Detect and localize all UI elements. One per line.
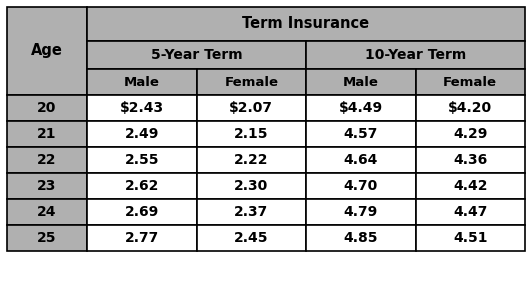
Text: 4.85: 4.85 [344, 231, 378, 245]
Bar [306, 225, 415, 251]
Text: 2.49: 2.49 [124, 127, 159, 141]
Text: 4.70: 4.70 [344, 179, 378, 193]
Text: Male: Male [343, 75, 379, 88]
Bar [306, 69, 415, 95]
Bar [7, 147, 87, 173]
Bar [196, 121, 306, 147]
Text: $2.07: $2.07 [229, 101, 273, 115]
Bar [7, 121, 87, 147]
Bar [87, 147, 196, 173]
Text: 5-Year Term: 5-Year Term [151, 48, 242, 62]
Text: 4.79: 4.79 [344, 205, 378, 219]
Text: Female: Female [443, 75, 497, 88]
Bar [7, 173, 87, 199]
Bar [306, 41, 525, 69]
Bar [87, 199, 196, 225]
Bar [196, 199, 306, 225]
Bar [306, 147, 415, 173]
Text: 2.37: 2.37 [234, 205, 268, 219]
Text: 23: 23 [37, 179, 57, 193]
Bar [196, 147, 306, 173]
Text: 2.69: 2.69 [124, 205, 159, 219]
Bar [87, 7, 525, 41]
Text: 4.57: 4.57 [344, 127, 378, 141]
Text: 21: 21 [37, 127, 57, 141]
Bar [306, 95, 415, 121]
Bar [415, 199, 525, 225]
Bar [415, 121, 525, 147]
Text: $4.20: $4.20 [448, 101, 492, 115]
Text: Female: Female [225, 75, 278, 88]
Bar [415, 225, 525, 251]
Text: 2.30: 2.30 [234, 179, 268, 193]
Text: 4.64: 4.64 [344, 153, 378, 167]
Bar [196, 225, 306, 251]
Text: Male: Male [124, 75, 160, 88]
Text: 2.22: 2.22 [234, 153, 269, 167]
Bar [415, 147, 525, 173]
Text: 20: 20 [37, 101, 57, 115]
Bar [306, 173, 415, 199]
Text: 2.15: 2.15 [234, 127, 269, 141]
Bar [415, 95, 525, 121]
Bar [87, 225, 196, 251]
Text: 4.51: 4.51 [453, 231, 487, 245]
Bar [87, 69, 196, 95]
Text: $2.43: $2.43 [120, 101, 164, 115]
Bar [87, 121, 196, 147]
Bar [87, 95, 196, 121]
Bar [7, 95, 87, 121]
Text: 2.55: 2.55 [124, 153, 159, 167]
Text: 2.77: 2.77 [124, 231, 159, 245]
Bar [87, 41, 306, 69]
Bar [196, 173, 306, 199]
Text: 10-Year Term: 10-Year Term [365, 48, 466, 62]
Text: Age: Age [31, 44, 63, 58]
Text: Term Insurance: Term Insurance [243, 16, 370, 32]
Text: 24: 24 [37, 205, 57, 219]
Bar [196, 95, 306, 121]
Bar [306, 199, 415, 225]
Bar [415, 69, 525, 95]
Bar [7, 7, 87, 95]
Text: 2.62: 2.62 [124, 179, 159, 193]
Text: 4.36: 4.36 [453, 153, 487, 167]
Text: 4.29: 4.29 [453, 127, 487, 141]
Bar [415, 173, 525, 199]
Bar [7, 225, 87, 251]
Text: 25: 25 [37, 231, 57, 245]
Bar [196, 69, 306, 95]
Bar [7, 199, 87, 225]
Bar [87, 173, 196, 199]
Bar [306, 121, 415, 147]
Text: 2.45: 2.45 [234, 231, 269, 245]
Text: $4.49: $4.49 [339, 101, 383, 115]
Text: 4.47: 4.47 [453, 205, 487, 219]
Text: 22: 22 [37, 153, 57, 167]
Text: 4.42: 4.42 [453, 179, 487, 193]
